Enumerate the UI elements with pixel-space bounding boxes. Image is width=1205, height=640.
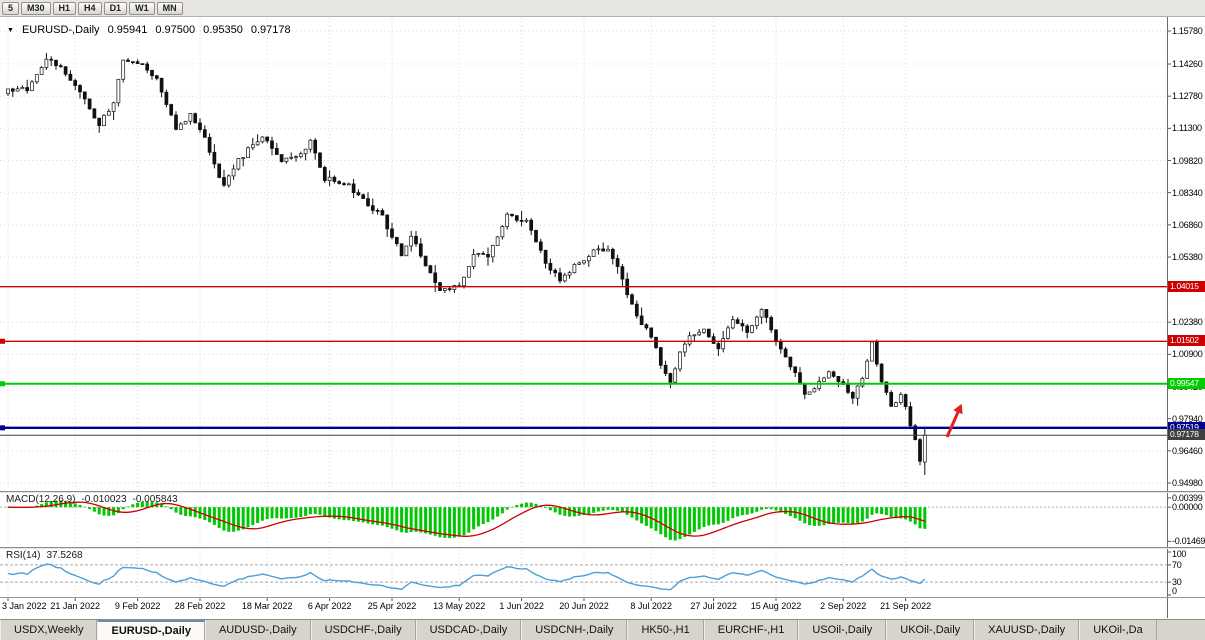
timeframe-button-w1[interactable]: W1 [129, 1, 155, 15]
timeframe-button-h1[interactable]: H1 [52, 1, 77, 15]
timeframe-toolbar: 5 M30 H1 H4 D1 W1 MN [0, 0, 1205, 17]
tab-usoil-daily[interactable]: USOil-,Daily [798, 620, 887, 640]
tab-usdcad-daily[interactable]: USDCAD-,Daily [415, 620, 522, 640]
timeframe-button-d1[interactable]: D1 [103, 1, 128, 15]
timeframe-buttons: 5 M30 H1 H4 D1 W1 MN [2, 1, 183, 15]
tab-hk50-h1[interactable]: HK50-,H1 [627, 620, 704, 640]
rsi-line [7, 563, 926, 591]
chart-menu-icon[interactable]: ▼ [7, 26, 14, 34]
hline-handle-support-blue[interactable] [0, 425, 5, 431]
tab-ukoil-daily[interactable]: UKOil-,Daily [886, 620, 975, 640]
macd-signal-line [7, 501, 926, 537]
tab-usdchf-daily[interactable]: USDCHF-,Daily [310, 620, 416, 640]
buy-arrow[interactable] [945, 403, 963, 438]
timeframe-button-m30[interactable]: M30 [21, 1, 51, 15]
tab-audusd-daily[interactable]: AUDUSD-,Daily [204, 620, 311, 640]
date-axis-separator [0, 597, 1205, 598]
timeframe-button-mn[interactable]: MN [156, 1, 183, 15]
tab-eurchf-h1[interactable]: EURCHF-,H1 [703, 620, 799, 640]
hline-handle-resistance-lower[interactable] [0, 338, 5, 344]
candlestick-series [6, 52, 927, 475]
macd-panel-separator[interactable] [0, 491, 1205, 493]
symbol-tab-bar: USDX,Weekly EURUSD-,Daily AUDUSD-,Daily USD… [0, 619, 1205, 640]
hline-handle-support-green[interactable] [0, 381, 5, 387]
macd-histogram [6, 500, 927, 541]
timeframe-button-5[interactable]: 5 [2, 1, 20, 15]
tab-xauusd-daily[interactable]: XAUUSD-,Daily [974, 620, 1080, 640]
timeframe-button-h4[interactable]: H4 [78, 1, 102, 15]
tab-usdx-weekly[interactable]: USDX,Weekly [0, 620, 98, 640]
tab-eurusd-daily[interactable]: EURUSD-,Daily [97, 620, 205, 640]
rsi-panel-separator[interactable] [0, 547, 1205, 549]
tab-usdcnh-daily[interactable]: USDCNH-,Daily [521, 620, 628, 640]
tab-ukoil-da[interactable]: UKOil-,Da [1079, 620, 1157, 640]
